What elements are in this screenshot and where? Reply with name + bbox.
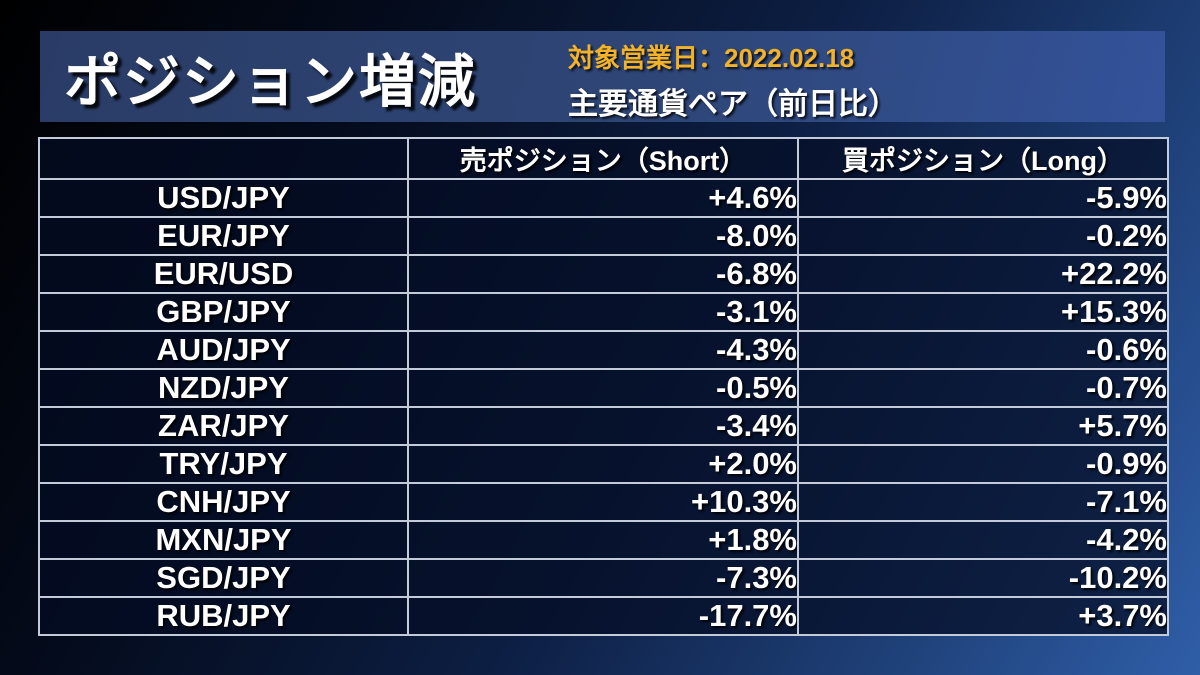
short-cell: -6.8%	[407, 254, 799, 294]
long-cell: -0.7%	[797, 368, 1169, 408]
pair-cell: CNH/JPY	[38, 482, 409, 522]
title-bar: ポジション増減 対象営業日：2022.02.18 主要通貨ペア（前日比）	[40, 31, 1165, 122]
short-cell: +10.3%	[407, 482, 799, 522]
short-cell: +4.6%	[407, 178, 799, 218]
table-row: USD/JPY +4.6% -5.9%	[38, 178, 1169, 218]
pair-cell: EUR/USD	[38, 254, 409, 294]
short-cell: -3.4%	[407, 406, 799, 446]
table-row: RUB/JPY -17.7% +3.7%	[38, 596, 1169, 636]
col-header-short: 売ポジション（Short）	[407, 137, 799, 180]
long-cell: -0.6%	[797, 330, 1169, 370]
table-row: EUR/USD -6.8% +22.2%	[38, 254, 1169, 294]
pair-cell: RUB/JPY	[38, 596, 409, 636]
table-row: AUD/JPY -4.3% -0.6%	[38, 330, 1169, 370]
long-cell: -0.9%	[797, 444, 1169, 484]
pair-cell: NZD/JPY	[38, 368, 409, 408]
position-table: 売ポジション（Short） 買ポジション（Long） USD/JPY +4.6% -…	[38, 137, 1169, 636]
long-cell: -5.9%	[797, 178, 1169, 218]
title-right-block: 対象営業日：2022.02.18 主要通貨ペア（前日比）	[568, 38, 1158, 123]
long-cell: +15.3%	[797, 292, 1169, 332]
pair-cell: GBP/JPY	[38, 292, 409, 332]
pair-cell: EUR/JPY	[38, 216, 409, 256]
table-row: CNH/JPY +10.3% -7.1%	[38, 482, 1169, 522]
short-cell: -8.0%	[407, 216, 799, 256]
table-row: NZD/JPY -0.5% -0.7%	[38, 368, 1169, 408]
subtitle: 主要通貨ペア（前日比）	[568, 88, 898, 121]
page-title: ポジション増減	[64, 49, 477, 114]
pair-cell: SGD/JPY	[38, 558, 409, 598]
short-cell: +2.0%	[407, 444, 799, 484]
table-row: GBP/JPY -3.1% +15.3%	[38, 292, 1169, 332]
col-header-long: 買ポジション（Long）	[797, 137, 1169, 180]
pair-cell: USD/JPY	[38, 178, 409, 218]
table-row: EUR/JPY -8.0% -0.2%	[38, 216, 1169, 256]
table-row: MXN/JPY +1.8% -4.2%	[38, 520, 1169, 560]
long-cell: -7.1%	[797, 482, 1169, 522]
pair-cell: ZAR/JPY	[38, 406, 409, 446]
short-cell: -17.7%	[407, 596, 799, 636]
business-date-label: 対象営業日：2022.02.18	[568, 43, 855, 73]
pair-cell: TRY/JPY	[38, 444, 409, 484]
table-body: USD/JPY +4.6% -5.9% EUR/JPY -8.0% -0.2% EUR/US…	[38, 178, 1169, 636]
short-cell: -4.3%	[407, 330, 799, 370]
col-header-pair	[38, 137, 409, 180]
table-row: SGD/JPY -7.3% -10.2%	[38, 558, 1169, 598]
long-cell: -10.2%	[797, 558, 1169, 598]
short-cell: +1.8%	[407, 520, 799, 560]
short-cell: -3.1%	[407, 292, 799, 332]
short-cell: -7.3%	[407, 558, 799, 598]
table-row: ZAR/JPY -3.4% +5.7%	[38, 406, 1169, 446]
pair-cell: MXN/JPY	[38, 520, 409, 560]
long-cell: +3.7%	[797, 596, 1169, 636]
pair-cell: AUD/JPY	[38, 330, 409, 370]
table-header-row: 売ポジション（Short） 買ポジション（Long）	[38, 137, 1169, 180]
short-cell: -0.5%	[407, 368, 799, 408]
long-cell: -4.2%	[797, 520, 1169, 560]
long-cell: +22.2%	[797, 254, 1169, 294]
long-cell: +5.7%	[797, 406, 1169, 446]
table-row: TRY/JPY +2.0% -0.9%	[38, 444, 1169, 484]
long-cell: -0.2%	[797, 216, 1169, 256]
